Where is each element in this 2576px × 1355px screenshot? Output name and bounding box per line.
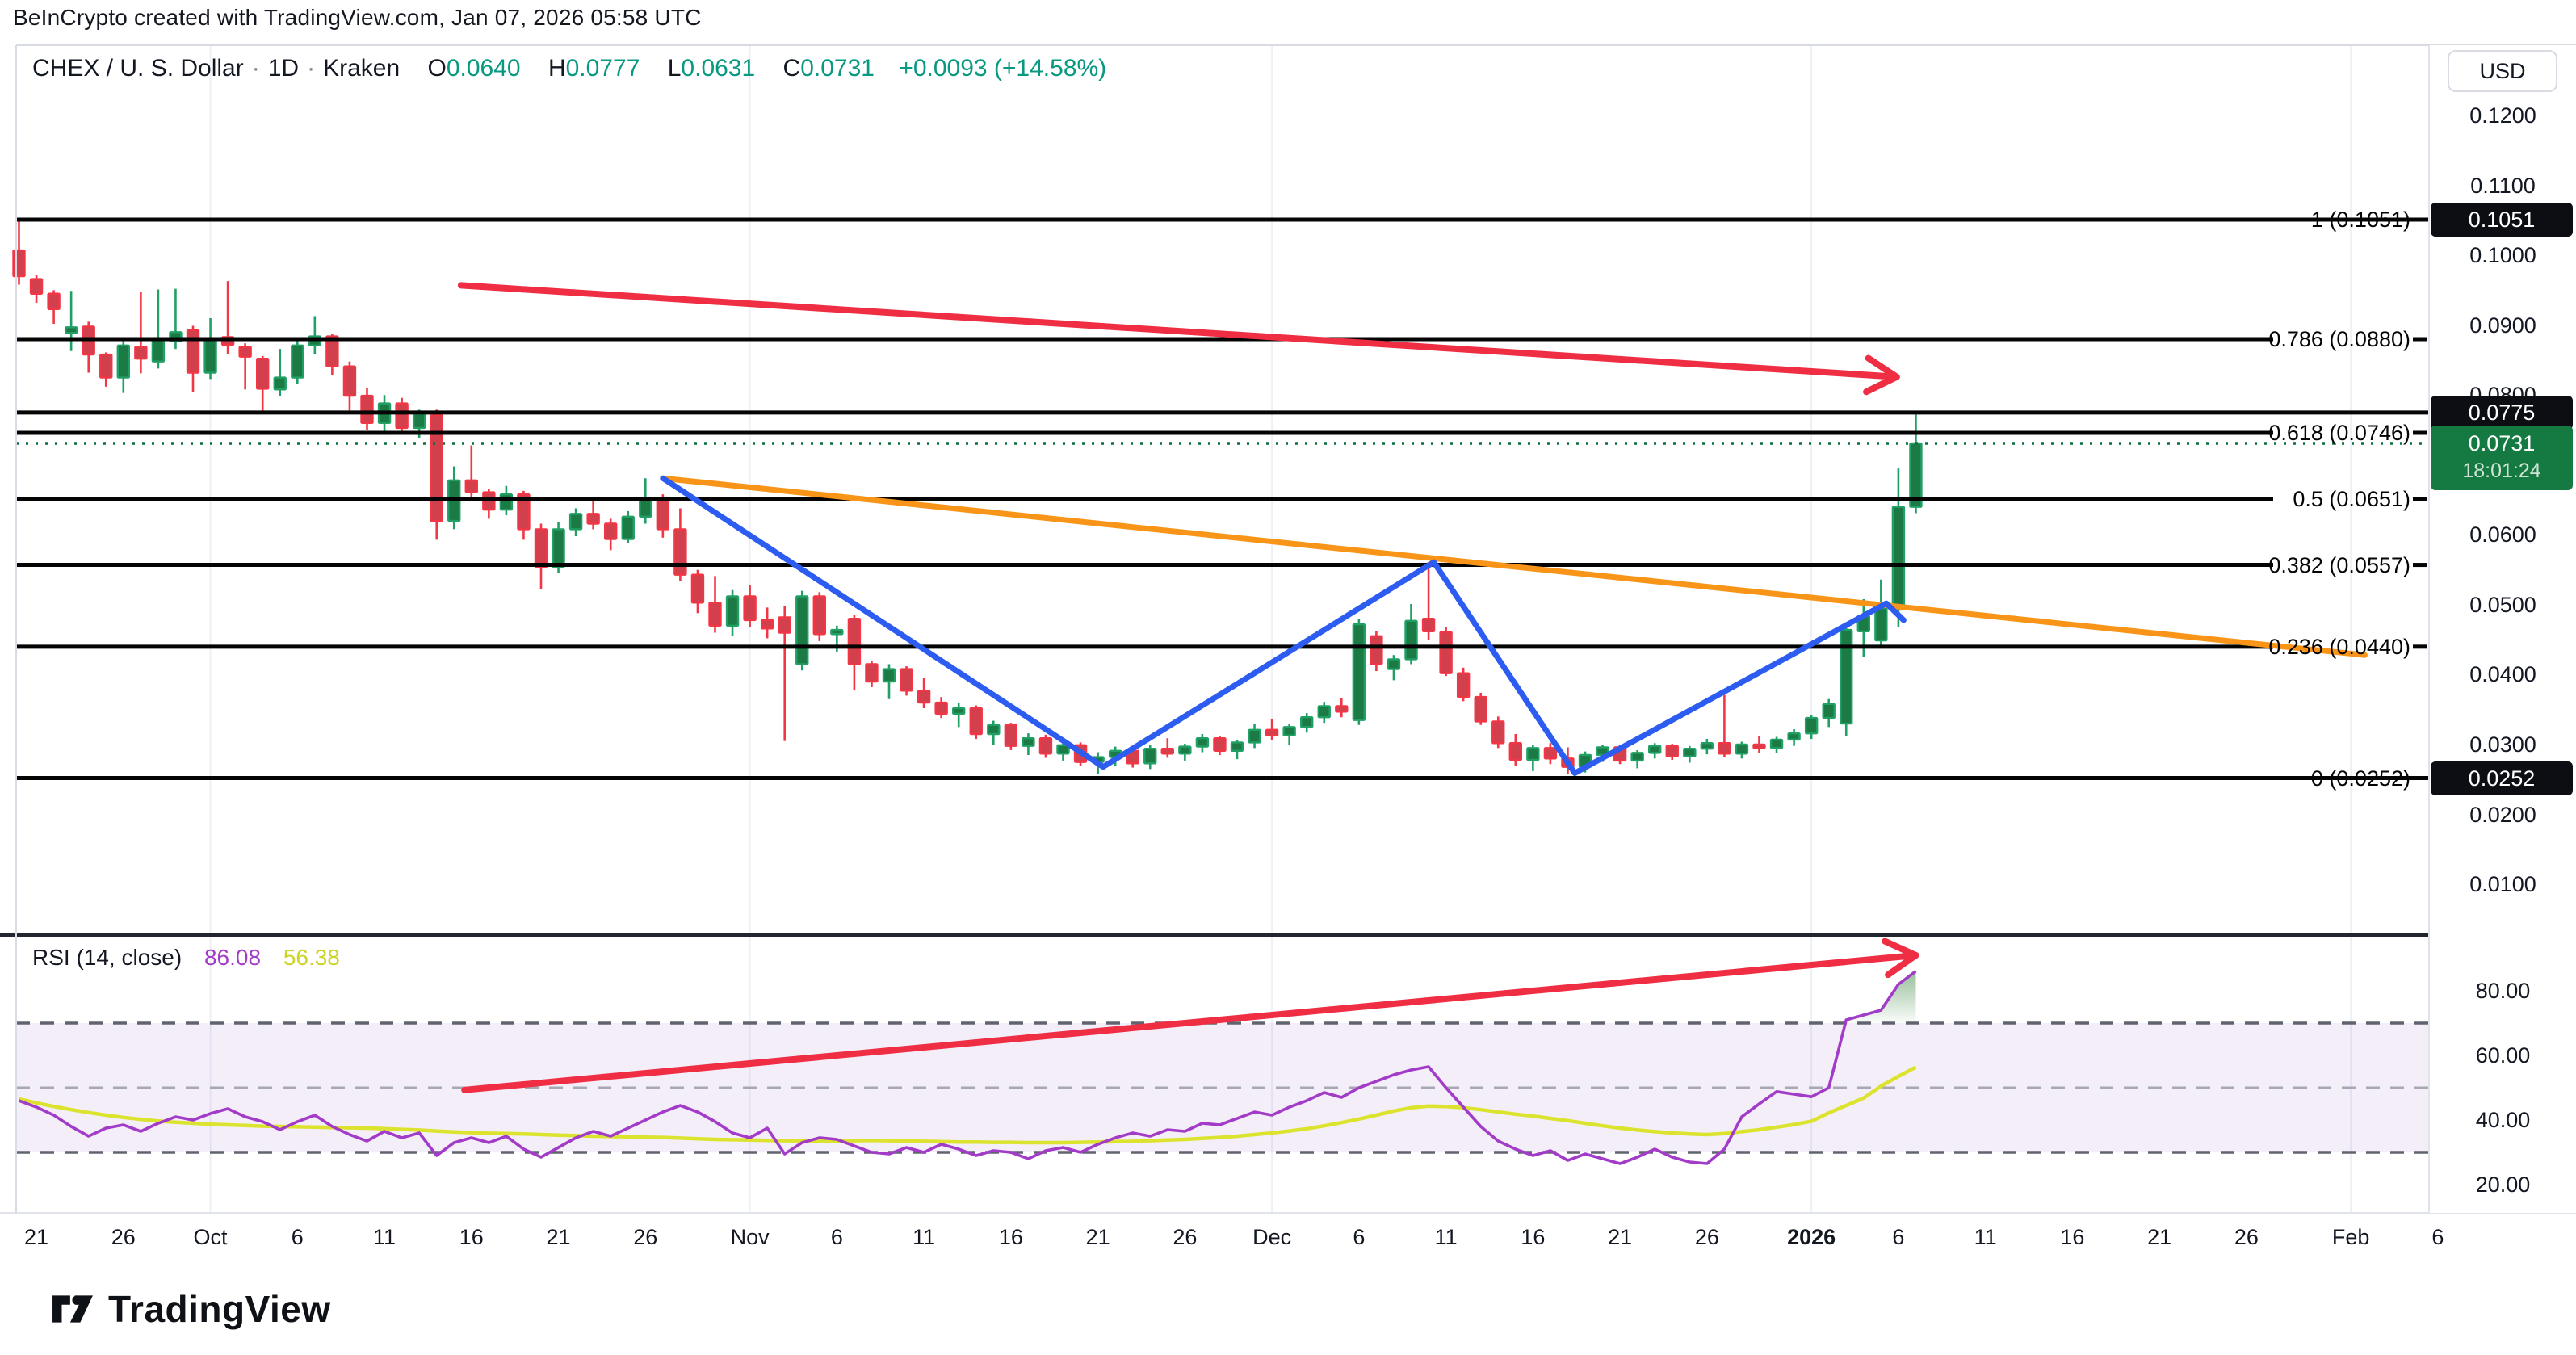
time-tick-label: 16 xyxy=(998,1225,1023,1249)
price-axis[interactable]: USD 0.12000.11000.10000.09000.08000.0600… xyxy=(2430,45,2576,1213)
close-value: 0.0731 xyxy=(800,55,875,82)
time-tick-label: 6 xyxy=(1892,1225,1905,1249)
attribution-text: BeInCrypto created with TradingView.com,… xyxy=(13,5,702,30)
fib-level-label[interactable]: 0.236 (0.0440) xyxy=(2268,634,2410,659)
time-tick-label: 26 xyxy=(1694,1225,1719,1249)
time-tick-label: 11 xyxy=(913,1225,936,1249)
tradingview-logo-text: TradingView xyxy=(108,1288,331,1330)
rsi-ma-value: 56.38 xyxy=(283,945,340,970)
price-tick-label: 0.1200 xyxy=(2469,103,2536,128)
time-tick-label: 26 xyxy=(1173,1225,1198,1249)
time-tick-label: 6 xyxy=(2431,1225,2444,1249)
rsi-value: 86.08 xyxy=(203,945,262,970)
time-axis[interactable]: 21 26 Oct 6 11 16 21 26 Nov 6 11 16 21 26 Dec 6 11 16 21 26… xyxy=(0,1214,2576,1261)
current-price-badge: 0.0731 18:01:24 xyxy=(2431,425,2573,490)
high-value: 0.0777 xyxy=(565,55,640,82)
time-tick-label: 21 xyxy=(24,1225,49,1249)
price-tick-label: 0.1100 xyxy=(2470,173,2536,198)
fib-level-label[interactable]: 0.382 (0.0557) xyxy=(2268,552,2410,577)
bar-countdown-timer: 18:01:24 xyxy=(2462,459,2541,482)
fib-level-label[interactable]: 0 (0.0252) xyxy=(2310,766,2410,791)
currency-toggle-button[interactable]: USD xyxy=(2448,50,2557,92)
time-tick-label: 26 xyxy=(2234,1225,2259,1249)
time-tick-label: Oct xyxy=(193,1225,228,1249)
time-tick-label: 6 xyxy=(830,1225,843,1249)
rsi-tick-label: 80.00 xyxy=(2475,979,2531,1003)
low-label: L xyxy=(667,55,682,82)
exchange-label[interactable]: Kraken xyxy=(323,55,401,82)
legend-separator: · xyxy=(251,55,260,82)
time-tick-label: 2026 xyxy=(1787,1225,1836,1249)
time-tick-label: Dec xyxy=(1252,1225,1292,1249)
time-tick-label: 6 xyxy=(291,1225,304,1249)
open-label: O xyxy=(427,55,447,82)
tradingview-logo-mark xyxy=(52,1295,93,1323)
open-value: 0.0640 xyxy=(446,55,521,82)
fib-level-label[interactable]: 0.5 (0.0651) xyxy=(2293,487,2410,512)
time-tick-label: 21 xyxy=(2147,1225,2172,1249)
price-tick-label: 0.0900 xyxy=(2469,313,2536,338)
time-tick-label: 11 xyxy=(373,1225,396,1249)
price-tick-label: 0.0400 xyxy=(2469,662,2536,687)
rsi-tick-label: 20.00 xyxy=(2475,1173,2531,1197)
rsi-legend: RSI (14, close) 86.08 56.38 xyxy=(32,945,340,971)
legend-separator: · xyxy=(307,55,316,82)
close-label: C xyxy=(782,55,801,82)
price-tick-label: 0.1000 xyxy=(2469,243,2536,268)
time-tick-label: 26 xyxy=(633,1225,658,1249)
time-tick-label: 26 xyxy=(111,1225,136,1249)
price-level-badge: 0.1051 xyxy=(2431,203,2573,237)
time-tick-label: Nov xyxy=(730,1225,770,1249)
high-label: H xyxy=(548,55,566,82)
time-tick-label: 16 xyxy=(1521,1225,1546,1249)
fib-level-label[interactable]: 0.786 (0.0880) xyxy=(2268,327,2410,351)
price-tick-label: 0.0100 xyxy=(2469,872,2536,897)
interval-label[interactable]: 1D xyxy=(267,55,300,82)
price-tick-label: 0.0200 xyxy=(2469,802,2536,827)
rsi-tick-label: 40.00 xyxy=(2475,1108,2531,1132)
price-tick-label: 0.0500 xyxy=(2469,592,2536,617)
symbol-legend: CHEX / U. S. Dollar · 1D · Kraken O0.0640 H0… xyxy=(32,55,1106,82)
time-tick-label: 11 xyxy=(1974,1225,1997,1249)
price-level-badge: 0.0252 xyxy=(2431,761,2573,795)
time-tick-label: 16 xyxy=(2060,1225,2085,1249)
fib-level-label[interactable]: 0.618 (0.0746) xyxy=(2268,420,2410,445)
price-tick-label: 0.0600 xyxy=(2469,522,2536,547)
low-value: 0.0631 xyxy=(681,55,756,82)
rsi-tick-label: 60.00 xyxy=(2475,1043,2531,1068)
change-value: +0.0093 (+14.58%) xyxy=(899,55,1107,82)
price-tick-label: 0.0300 xyxy=(2469,732,2536,757)
time-tick-label: 21 xyxy=(1608,1225,1633,1249)
time-tick-label: 21 xyxy=(546,1225,571,1249)
time-tick-label: 21 xyxy=(1085,1225,1110,1249)
time-tick-label: 6 xyxy=(1353,1225,1366,1249)
time-tick-label: Feb xyxy=(2331,1225,2370,1249)
rsi-indicator-title[interactable]: RSI (14, close) xyxy=(32,945,183,970)
price-level-badge: 0.0775 xyxy=(2431,395,2573,430)
fib-level-label[interactable]: 1 (0.1051) xyxy=(2310,208,2410,232)
tradingview-logo[interactable]: TradingView xyxy=(52,1287,331,1331)
time-tick-label: 16 xyxy=(459,1225,484,1249)
symbol-title[interactable]: CHEX / U. S. Dollar xyxy=(32,55,244,82)
current-price-value: 0.0731 xyxy=(2468,430,2536,455)
time-tick-label: 11 xyxy=(1434,1225,1458,1249)
